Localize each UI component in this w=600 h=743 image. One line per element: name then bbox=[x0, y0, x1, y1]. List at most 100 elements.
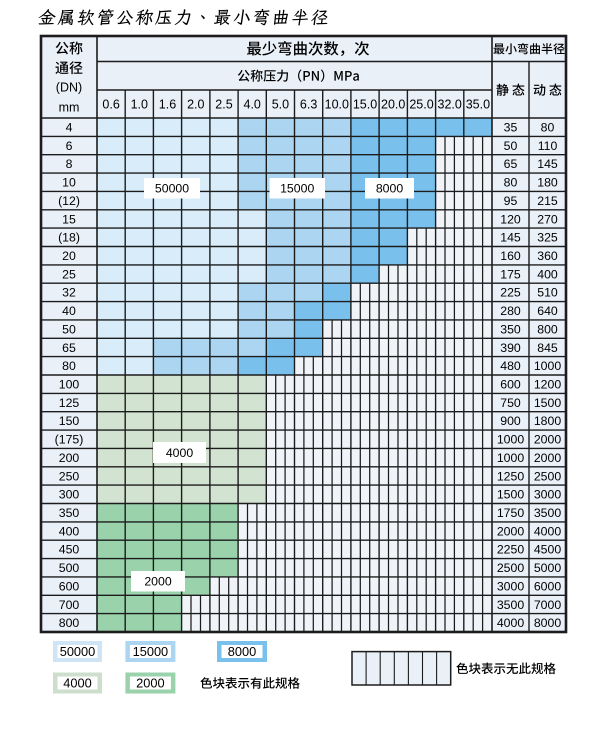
svg-text:(12): (12) bbox=[58, 194, 80, 208]
svg-text:7000: 7000 bbox=[534, 598, 562, 612]
svg-text:145: 145 bbox=[500, 231, 521, 245]
svg-text:1000: 1000 bbox=[497, 433, 525, 447]
svg-text:510: 510 bbox=[537, 286, 558, 300]
svg-text:6: 6 bbox=[66, 139, 73, 153]
svg-text:50: 50 bbox=[504, 139, 518, 153]
svg-text:10.0: 10.0 bbox=[325, 97, 349, 111]
svg-text:5000: 5000 bbox=[534, 561, 562, 575]
svg-text:8000: 8000 bbox=[534, 616, 562, 630]
svg-text:225: 225 bbox=[500, 286, 521, 300]
svg-text:400: 400 bbox=[537, 267, 558, 281]
svg-text:160: 160 bbox=[500, 249, 521, 263]
svg-text:1800: 1800 bbox=[534, 414, 562, 428]
svg-text:4000: 4000 bbox=[63, 675, 91, 690]
svg-text:800: 800 bbox=[537, 322, 558, 336]
svg-text:2000: 2000 bbox=[136, 675, 164, 690]
svg-text:1750: 1750 bbox=[497, 506, 525, 520]
svg-text:120: 120 bbox=[500, 212, 521, 226]
svg-text:125: 125 bbox=[59, 396, 80, 410]
svg-text:65: 65 bbox=[62, 341, 76, 355]
svg-text:50000: 50000 bbox=[155, 182, 189, 196]
svg-text:2000: 2000 bbox=[144, 575, 172, 589]
svg-text:600: 600 bbox=[59, 579, 80, 593]
svg-text:50000: 50000 bbox=[60, 644, 96, 659]
svg-text:360: 360 bbox=[537, 249, 558, 263]
svg-text:3500: 3500 bbox=[497, 598, 525, 612]
svg-text:4: 4 bbox=[66, 121, 73, 135]
svg-text:20: 20 bbox=[62, 249, 76, 263]
svg-text:4000: 4000 bbox=[534, 524, 562, 538]
svg-text:350: 350 bbox=[59, 506, 80, 520]
svg-text:95: 95 bbox=[504, 194, 518, 208]
svg-text:900: 900 bbox=[500, 414, 521, 428]
svg-text:4000: 4000 bbox=[166, 446, 194, 460]
svg-text:100: 100 bbox=[59, 378, 80, 392]
svg-text:0.6: 0.6 bbox=[102, 97, 119, 111]
svg-text:10: 10 bbox=[62, 176, 76, 190]
svg-text:15000: 15000 bbox=[133, 644, 169, 659]
svg-text:200: 200 bbox=[59, 451, 80, 465]
svg-text:145: 145 bbox=[537, 157, 558, 171]
svg-text:80: 80 bbox=[504, 176, 518, 190]
svg-text:40: 40 bbox=[62, 304, 76, 318]
svg-text:325: 325 bbox=[537, 231, 558, 245]
svg-text:1000: 1000 bbox=[497, 451, 525, 465]
svg-text:480: 480 bbox=[500, 359, 521, 373]
svg-text:(DN): (DN) bbox=[56, 81, 82, 95]
svg-text:8000: 8000 bbox=[228, 644, 256, 659]
svg-text:1500: 1500 bbox=[497, 488, 525, 502]
svg-text:450: 450 bbox=[59, 543, 80, 557]
svg-text:4000: 4000 bbox=[497, 616, 525, 630]
svg-text:5.0: 5.0 bbox=[272, 97, 289, 111]
svg-text:3500: 3500 bbox=[534, 506, 562, 520]
svg-text:180: 180 bbox=[537, 176, 558, 190]
svg-text:15: 15 bbox=[62, 212, 76, 226]
svg-text:1000: 1000 bbox=[534, 359, 562, 373]
svg-text:32.0: 32.0 bbox=[438, 97, 462, 111]
svg-text:25.0: 25.0 bbox=[409, 97, 433, 111]
svg-text:390: 390 bbox=[500, 341, 521, 355]
svg-text:845: 845 bbox=[537, 341, 558, 355]
svg-text:15000: 15000 bbox=[280, 182, 314, 196]
svg-text:2500: 2500 bbox=[497, 561, 525, 575]
svg-text:750: 750 bbox=[500, 396, 521, 410]
svg-text:4.0: 4.0 bbox=[244, 97, 261, 111]
svg-text:110: 110 bbox=[538, 139, 558, 153]
svg-text:2500: 2500 bbox=[534, 469, 562, 483]
svg-text:2000: 2000 bbox=[534, 451, 562, 465]
svg-text:800: 800 bbox=[59, 616, 80, 630]
svg-text:2000: 2000 bbox=[497, 524, 525, 538]
svg-text:350: 350 bbox=[500, 322, 521, 336]
svg-text:150: 150 bbox=[59, 414, 80, 428]
svg-text:3000: 3000 bbox=[534, 488, 562, 502]
svg-text:80: 80 bbox=[62, 359, 76, 373]
svg-text:6000: 6000 bbox=[534, 579, 562, 593]
svg-text:640: 640 bbox=[537, 304, 558, 318]
svg-text:600: 600 bbox=[500, 378, 521, 392]
svg-text:2000: 2000 bbox=[534, 433, 562, 447]
svg-text:2.5: 2.5 bbox=[215, 97, 232, 111]
svg-text:175: 175 bbox=[500, 267, 521, 281]
svg-text:15.0: 15.0 bbox=[353, 97, 377, 111]
svg-text:35: 35 bbox=[504, 121, 518, 135]
svg-text:280: 280 bbox=[500, 304, 521, 318]
svg-text:1.6: 1.6 bbox=[159, 97, 176, 111]
svg-text:50: 50 bbox=[62, 322, 76, 336]
svg-text:270: 270 bbox=[537, 212, 558, 226]
svg-text:8000: 8000 bbox=[376, 182, 404, 196]
svg-text:400: 400 bbox=[59, 524, 80, 538]
svg-text:2.0: 2.0 bbox=[187, 97, 204, 111]
svg-text:80: 80 bbox=[541, 121, 555, 135]
svg-text:20.0: 20.0 bbox=[381, 97, 405, 111]
svg-text:65: 65 bbox=[504, 157, 518, 171]
svg-text:1500: 1500 bbox=[534, 396, 562, 410]
svg-text:250: 250 bbox=[59, 469, 80, 483]
svg-text:8: 8 bbox=[66, 157, 73, 171]
svg-text:32: 32 bbox=[62, 286, 76, 300]
svg-text:2250: 2250 bbox=[497, 543, 525, 557]
svg-text:1.0: 1.0 bbox=[131, 97, 148, 111]
svg-text:6.3: 6.3 bbox=[300, 97, 317, 111]
svg-text:1250: 1250 bbox=[497, 469, 525, 483]
svg-text:500: 500 bbox=[59, 561, 80, 575]
svg-text:3000: 3000 bbox=[497, 579, 525, 593]
